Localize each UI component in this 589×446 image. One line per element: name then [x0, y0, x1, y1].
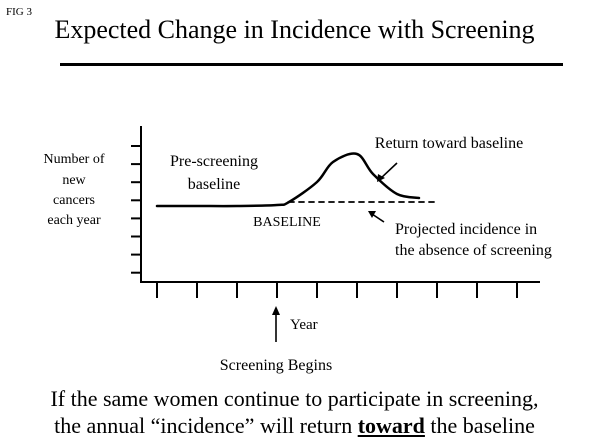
y-axis-label-line-1: Number of [43, 152, 104, 167]
baseline-label: BASELINE [253, 215, 321, 230]
caption-line-2-end: the baseline [424, 413, 535, 438]
return-toward-label: Return toward baseline [375, 135, 523, 152]
screening-begins-arrow [272, 306, 280, 342]
chart-title: Expected Change in Incidence with Screen… [54, 15, 535, 44]
projected-label-line-1: Projected incidence in [395, 221, 537, 238]
title-underline [60, 63, 563, 66]
projected-arrow [368, 211, 385, 223]
projected-label-line-2: the absence of screening [395, 242, 552, 259]
y-axis-label-line-3: cancers [53, 193, 95, 208]
caption-emphasis-toward: toward [357, 413, 425, 438]
pre-screening-label-line-2: baseline [188, 176, 240, 193]
x-axis-ticks [156, 282, 518, 298]
figure-label: FIG 3 [6, 6, 32, 18]
caption-line-2-start: the annual “incidence” will return [54, 413, 358, 438]
y-axis-ticks [131, 145, 141, 274]
return-arrow [377, 162, 398, 182]
y-axis-label-line-4: each year [47, 213, 101, 228]
caption-line-2: the annual “incidence” will return towar… [0, 412, 589, 439]
x-axis-label: Year [290, 317, 318, 333]
caption-line-1: If the same women continue to participat… [50, 386, 539, 411]
y-axis-label-line-2: new [62, 173, 86, 188]
caption: If the same women continue to participat… [0, 385, 589, 439]
pre-screening-label-line-1: Pre-screening [170, 153, 258, 170]
screening-begins-label: Screening Begins [220, 357, 332, 374]
